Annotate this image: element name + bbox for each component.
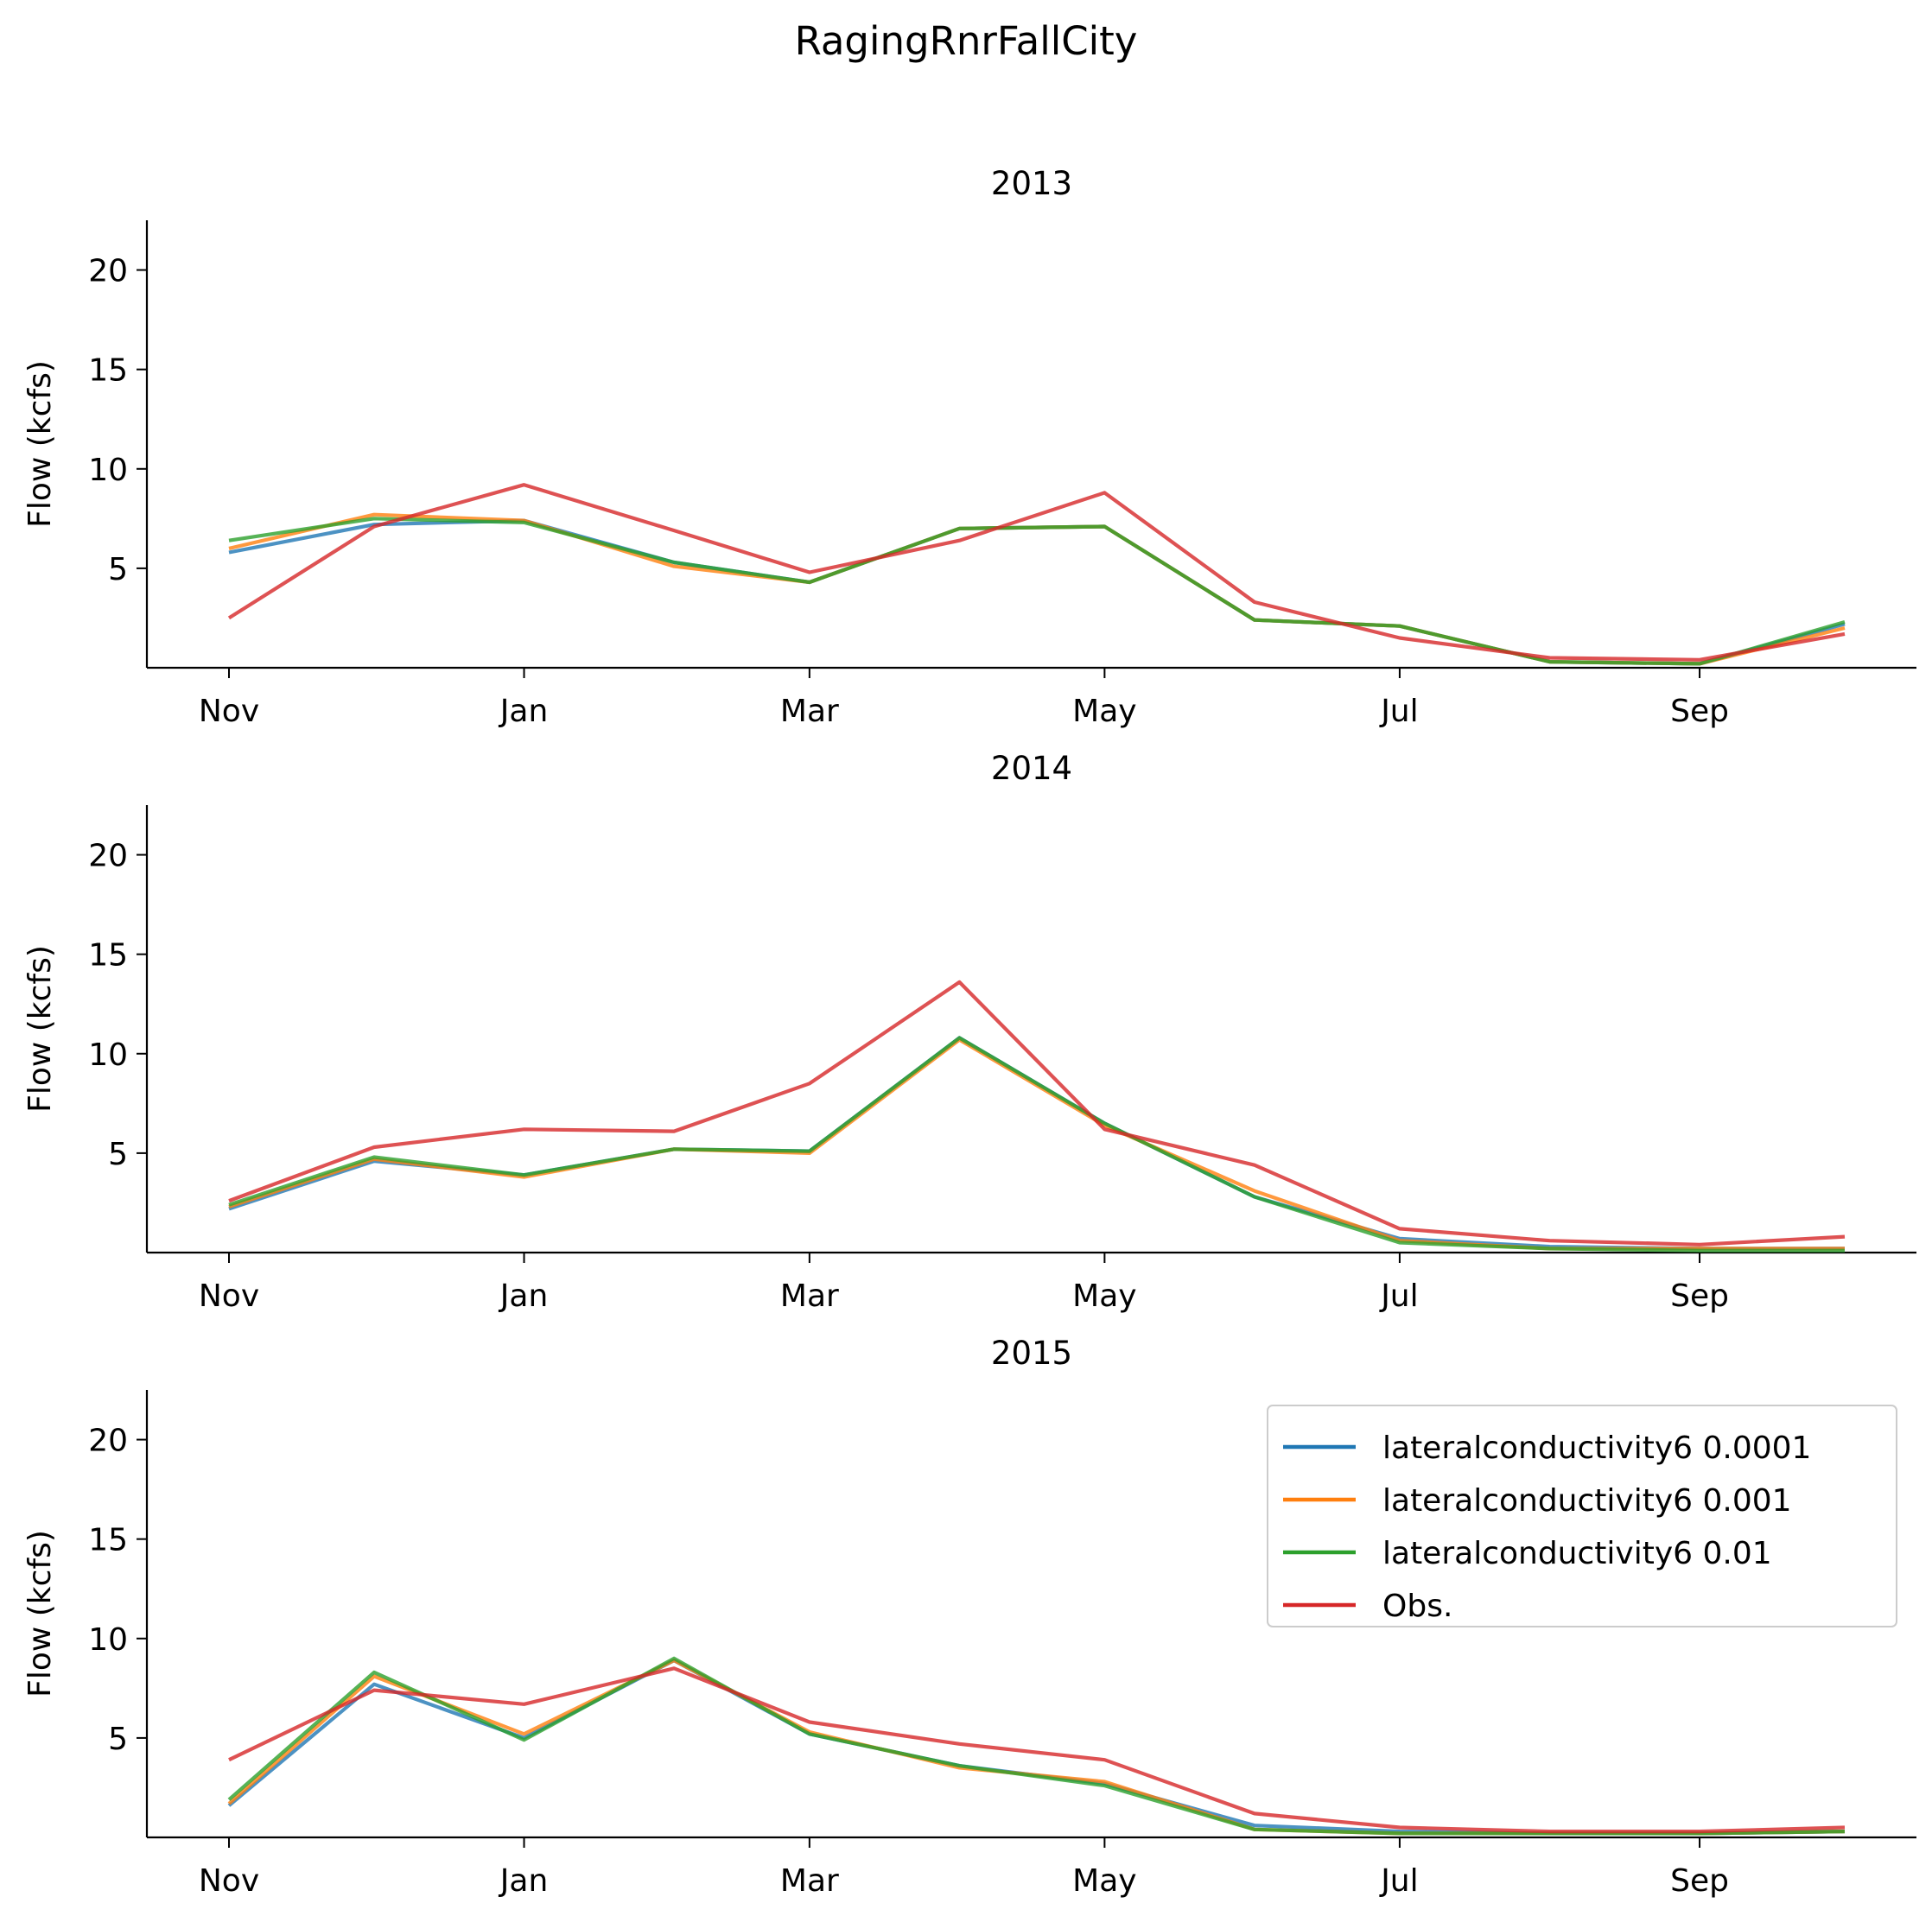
x-tick-label: May — [1072, 1278, 1136, 1314]
subplot-2015: 2015 5 10 15 20 Nov Jan Mar May Jul Sep Flow (kcfs)… — [22, 1335, 1916, 1899]
y-tick-label: 5 — [108, 1137, 128, 1172]
x-tick-label: Nov — [199, 1863, 259, 1899]
y-axis-label: Flow (kcfs) — [22, 360, 58, 528]
x-tick-label: Jan — [499, 1278, 549, 1314]
y-axis-label: Flow (kcfs) — [22, 945, 58, 1113]
legend-label-4: Obs. — [1382, 1589, 1452, 1624]
x-tick-label: Mar — [780, 1278, 839, 1314]
x-tick-label: Jan — [499, 1863, 549, 1899]
subplot-title: 2014 — [991, 750, 1072, 787]
x-tick-label: Nov — [199, 1278, 259, 1314]
legend: lateralconductivity6 0.0001 lateralconduc… — [1267, 1405, 1897, 1627]
y-axis-label: Flow (kcfs) — [22, 1530, 58, 1697]
subplot-title: 2015 — [991, 1335, 1072, 1372]
y-tick-label: 20 — [88, 254, 128, 289]
series-line-1 — [228, 1036, 1845, 1251]
y-tick-label: 10 — [88, 1037, 128, 1073]
legend-box — [1267, 1405, 1897, 1627]
legend-label-3: lateralconductivity6 0.01 — [1382, 1536, 1772, 1571]
series-line-4 — [227, 483, 1846, 662]
y-tick-label: 5 — [108, 552, 128, 587]
y-tick-label: 10 — [88, 1622, 128, 1658]
x-tick-label: Sep — [1670, 1863, 1729, 1899]
series-line-2 — [228, 1037, 1845, 1251]
series-line-4 — [228, 1666, 1846, 1834]
series-line-3 — [228, 1036, 1845, 1253]
y-tick-label: 10 — [88, 453, 128, 488]
x-tick-label: May — [1072, 1863, 1136, 1899]
legend-label-2: lateralconductivity6 0.001 — [1382, 1483, 1792, 1519]
y-tick-label: 15 — [88, 938, 128, 974]
x-tick-label: Mar — [780, 1863, 839, 1899]
x-tick-label: Sep — [1670, 1278, 1729, 1314]
y-tick-label: 20 — [88, 1424, 128, 1459]
x-tick-label: Sep — [1670, 694, 1729, 729]
y-tick-label: 15 — [88, 353, 128, 389]
subplot-title: 2013 — [991, 165, 1072, 202]
subplots: 2013 5 10 15 20 Nov Jan Mar May Jul Sep Flow (kcfs)… — [22, 165, 1916, 1899]
x-tick-label: Jul — [1379, 694, 1418, 729]
series-line-2 — [227, 1658, 1846, 1836]
series-line-2 — [228, 512, 1846, 666]
series-line-3 — [228, 517, 1846, 666]
y-tick-label: 20 — [88, 839, 128, 874]
series-line-3 — [227, 1656, 1846, 1836]
subplot-2013: 2013 5 10 15 20 Nov Jan Mar May Jul Sep Flow (kcfs) — [22, 165, 1916, 729]
y-tick-label: 15 — [88, 1523, 128, 1558]
x-tick-label: May — [1072, 694, 1136, 729]
x-tick-label: Jan — [499, 694, 549, 729]
x-tick-label: Jul — [1379, 1863, 1418, 1899]
x-tick-label: Nov — [199, 694, 259, 729]
x-tick-label: Mar — [780, 694, 839, 729]
series-line-4 — [228, 980, 1846, 1247]
y-tick-label: 5 — [108, 1722, 128, 1757]
series-line-1 — [227, 1658, 1846, 1836]
x-tick-label: Jul — [1379, 1278, 1418, 1314]
series-line-1 — [228, 518, 1846, 666]
legend-label-1: lateralconductivity6 0.0001 — [1382, 1431, 1811, 1466]
figure-title: RagingRnrFallCity — [795, 18, 1138, 64]
subplot-2014: 2014 5 10 15 20 Nov Jan Mar May Jul Sep Flow (kcfs) — [22, 750, 1916, 1314]
